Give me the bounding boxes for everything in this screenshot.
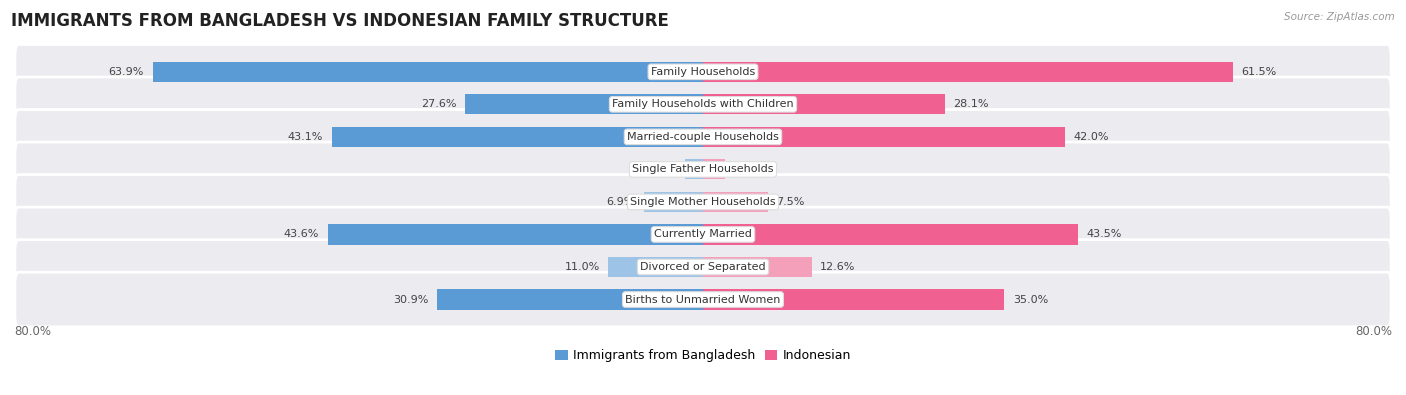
Text: 43.1%: 43.1% <box>288 132 323 142</box>
Text: Divorced or Separated: Divorced or Separated <box>640 262 766 272</box>
Text: 43.5%: 43.5% <box>1087 229 1122 239</box>
Text: 61.5%: 61.5% <box>1241 67 1277 77</box>
Legend: Immigrants from Bangladesh, Indonesian: Immigrants from Bangladesh, Indonesian <box>550 344 856 367</box>
Text: Single Father Households: Single Father Households <box>633 164 773 174</box>
Text: 12.6%: 12.6% <box>820 262 855 272</box>
FancyBboxPatch shape <box>15 142 1391 197</box>
FancyBboxPatch shape <box>15 207 1391 262</box>
Bar <box>703 290 1004 310</box>
Bar <box>437 290 703 310</box>
Text: 35.0%: 35.0% <box>1012 295 1049 305</box>
Bar <box>703 127 1064 147</box>
Bar <box>703 62 1233 82</box>
FancyBboxPatch shape <box>15 109 1391 164</box>
Text: Single Mother Households: Single Mother Households <box>630 197 776 207</box>
FancyBboxPatch shape <box>15 77 1391 132</box>
Text: 63.9%: 63.9% <box>108 67 143 77</box>
Bar <box>703 192 768 212</box>
Text: 27.6%: 27.6% <box>422 99 457 109</box>
Bar <box>703 257 811 277</box>
Text: Births to Unmarried Women: Births to Unmarried Women <box>626 295 780 305</box>
Bar <box>685 159 703 179</box>
Text: Married-couple Households: Married-couple Households <box>627 132 779 142</box>
Bar <box>703 94 945 115</box>
FancyBboxPatch shape <box>15 175 1391 229</box>
Text: Currently Married: Currently Married <box>654 229 752 239</box>
Bar <box>153 62 703 82</box>
Text: 80.0%: 80.0% <box>1355 325 1392 338</box>
Bar <box>465 94 703 115</box>
Text: 42.0%: 42.0% <box>1073 132 1109 142</box>
Text: 43.6%: 43.6% <box>284 229 319 239</box>
Bar <box>609 257 703 277</box>
Bar <box>332 127 703 147</box>
Text: 80.0%: 80.0% <box>14 325 51 338</box>
Text: 7.5%: 7.5% <box>776 197 804 207</box>
Bar <box>703 159 725 179</box>
Bar <box>703 224 1077 245</box>
Text: IMMIGRANTS FROM BANGLADESH VS INDONESIAN FAMILY STRUCTURE: IMMIGRANTS FROM BANGLADESH VS INDONESIAN… <box>11 12 669 30</box>
Text: 2.1%: 2.1% <box>648 164 676 174</box>
FancyBboxPatch shape <box>15 45 1391 99</box>
Text: 30.9%: 30.9% <box>392 295 429 305</box>
Bar <box>328 224 703 245</box>
Text: 6.9%: 6.9% <box>606 197 636 207</box>
Text: Family Households with Children: Family Households with Children <box>612 99 794 109</box>
FancyBboxPatch shape <box>15 272 1391 327</box>
Text: 28.1%: 28.1% <box>953 99 988 109</box>
Text: Family Households: Family Households <box>651 67 755 77</box>
Text: 2.6%: 2.6% <box>734 164 762 174</box>
Bar <box>644 192 703 212</box>
FancyBboxPatch shape <box>15 240 1391 294</box>
Text: Source: ZipAtlas.com: Source: ZipAtlas.com <box>1284 12 1395 22</box>
Text: 11.0%: 11.0% <box>564 262 599 272</box>
